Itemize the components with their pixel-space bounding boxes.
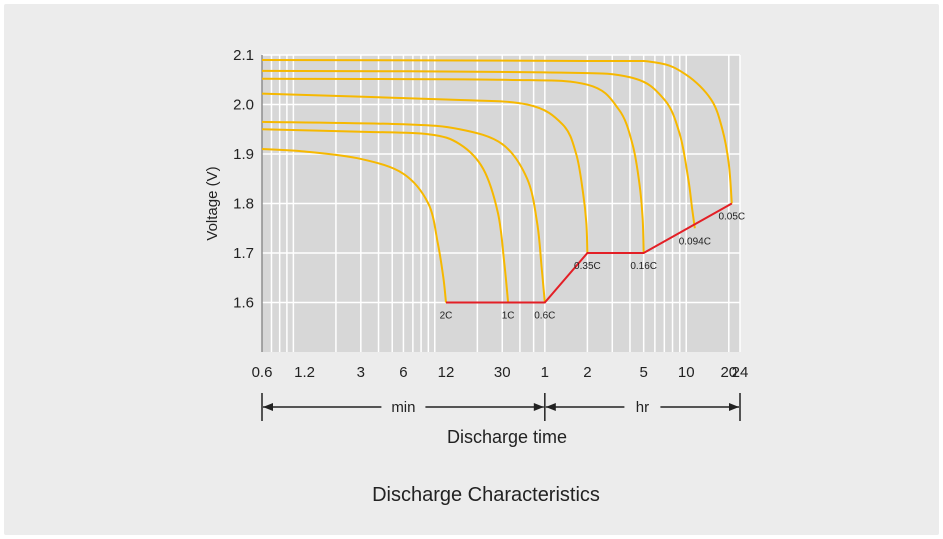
y-tick-label: 2.1	[233, 47, 254, 64]
x-tick-label: 6	[399, 364, 407, 381]
curve-label-0.16C: 0.16C	[630, 261, 657, 272]
curve-0.094C	[261, 69, 696, 229]
cutoff-line	[445, 202, 733, 304]
hr-arrow-right-arrowhead	[729, 403, 739, 411]
x-tick-label: 0.6	[252, 364, 273, 381]
y-tick-labels: 1.6 1.7 1.8 1.9 2.0 2.1	[233, 47, 254, 312]
x-tick-label: 5	[639, 364, 647, 381]
y-axis-title: Voltage (V)	[204, 166, 221, 240]
x-tick-label: 10	[678, 364, 695, 381]
curve-label-0.35C: 0.35C	[574, 261, 601, 272]
curve-0.05C	[261, 58, 733, 204]
x-tick-label: 1.2	[294, 364, 315, 381]
x-tick-label: 3	[357, 364, 365, 381]
chart-title: Discharge Characteristics	[372, 484, 600, 506]
time-range-indicator: min hr	[261, 393, 741, 421]
curve-label-0.05C: 0.05C	[718, 212, 745, 223]
y-tick-label: 2.0	[233, 97, 254, 114]
curve-label-1C: 1C	[502, 311, 515, 322]
x-tick-label: 1	[541, 364, 549, 381]
curve-2C	[261, 148, 447, 303]
y-tick-label: 1.6	[233, 295, 254, 312]
y-tick-label: 1.9	[233, 146, 254, 163]
x-tick-label: 30	[494, 364, 511, 381]
range-label-hr: hr	[636, 399, 649, 416]
discharge-curves	[261, 58, 733, 303]
curve-0.16C	[261, 77, 645, 254]
x-tick-label: 20	[720, 364, 737, 381]
x-axis-title: Discharge time	[447, 427, 567, 447]
y-tick-label: 1.7	[233, 245, 254, 262]
min-arrow-right-arrowhead	[533, 403, 544, 411]
curve-label-2C: 2C	[440, 311, 453, 322]
min-arrow-left-arrowhead	[263, 403, 273, 411]
curve-1C	[261, 128, 510, 303]
x-tick-label: 12	[438, 364, 455, 381]
curve-0.35C	[261, 92, 589, 254]
cutoff-line-group	[445, 202, 733, 304]
y-tick-label: 1.8	[233, 196, 254, 213]
curve-label-0.6C: 0.6C	[534, 311, 555, 322]
x-tick-label: 24	[732, 364, 749, 381]
curve-0.6C	[261, 120, 546, 303]
range-label-min: min	[391, 399, 415, 416]
hr-arrow-left-arrowhead	[545, 403, 556, 411]
x-tick-label: 2	[583, 364, 591, 381]
curve-label-0.094C: 0.094C	[679, 236, 711, 247]
curve-labels: 2C 1C 0.6C 0.35C 0.16C 0.094C 0.05C	[440, 212, 746, 322]
